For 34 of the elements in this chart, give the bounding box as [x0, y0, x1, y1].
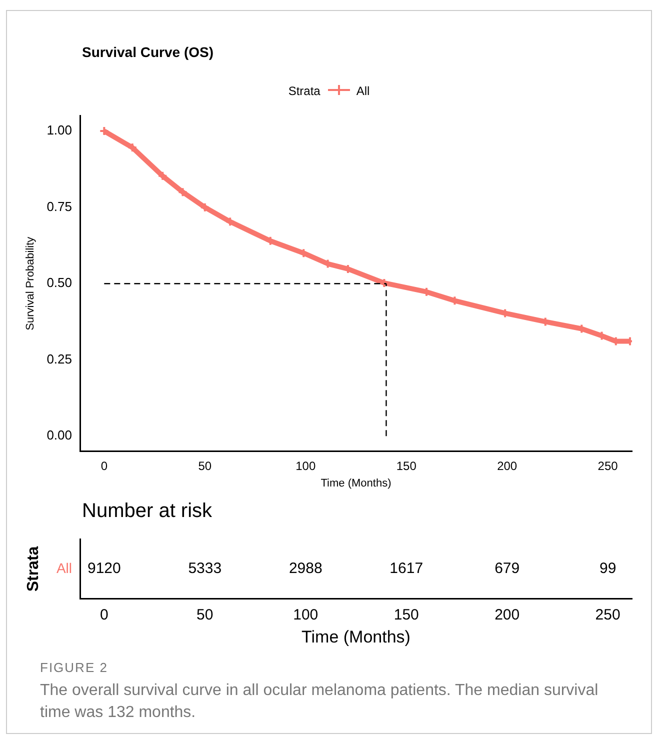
data-label: 679 — [494, 560, 520, 578]
caption: FIGURE 2 — [40, 660, 108, 675]
x-tick-label: 200 — [497, 458, 518, 473]
data-label: 2988 — [288, 560, 322, 578]
y-tick-label: 0.00 — [46, 428, 72, 443]
data-label: 99 — [599, 560, 616, 578]
x-tick-label: 0 — [100, 458, 108, 473]
x-tick-label: 100 — [296, 458, 316, 473]
data-label: 1617 — [390, 560, 424, 578]
x-tick-label: 0 — [100, 606, 108, 624]
x-tick-label: 150 — [394, 606, 419, 624]
x-tick-label: 250 — [598, 458, 618, 473]
x-axis-title: Time (Months) — [320, 477, 392, 490]
x-tick-label: 200 — [494, 606, 520, 624]
legend-label: All — [355, 84, 370, 98]
data-label: 5333 — [188, 560, 222, 578]
x-tick-label: 250 — [595, 606, 620, 624]
x-tick-label: 150 — [396, 458, 417, 473]
y-tick-label: 1.00 — [46, 122, 72, 138]
x-tick-label: 50 — [198, 458, 212, 473]
chart-title: Number at risk — [82, 500, 212, 523]
x-tick-label: 50 — [196, 606, 214, 624]
x-axis-title: Time (Months) — [302, 627, 410, 646]
y-tick-label: 0.25 — [46, 351, 72, 366]
y-tick-label: All — [56, 560, 72, 576]
y-tick-label: 0.50 — [46, 275, 72, 290]
data-label: 9120 — [87, 560, 121, 578]
y-axis-title: Strata — [25, 546, 42, 592]
x-tick-label: 100 — [293, 606, 318, 624]
text: The overall survival curve in all ocular melanoma patients. The median survival time was 132 months. — [40, 681, 600, 723]
legend-title: Strata — [288, 84, 322, 98]
y-axis-title: Survival Probability — [24, 236, 37, 330]
y-tick-label: 0.75 — [46, 198, 72, 214]
chart-title: Survival Curve (OS) — [82, 44, 214, 60]
